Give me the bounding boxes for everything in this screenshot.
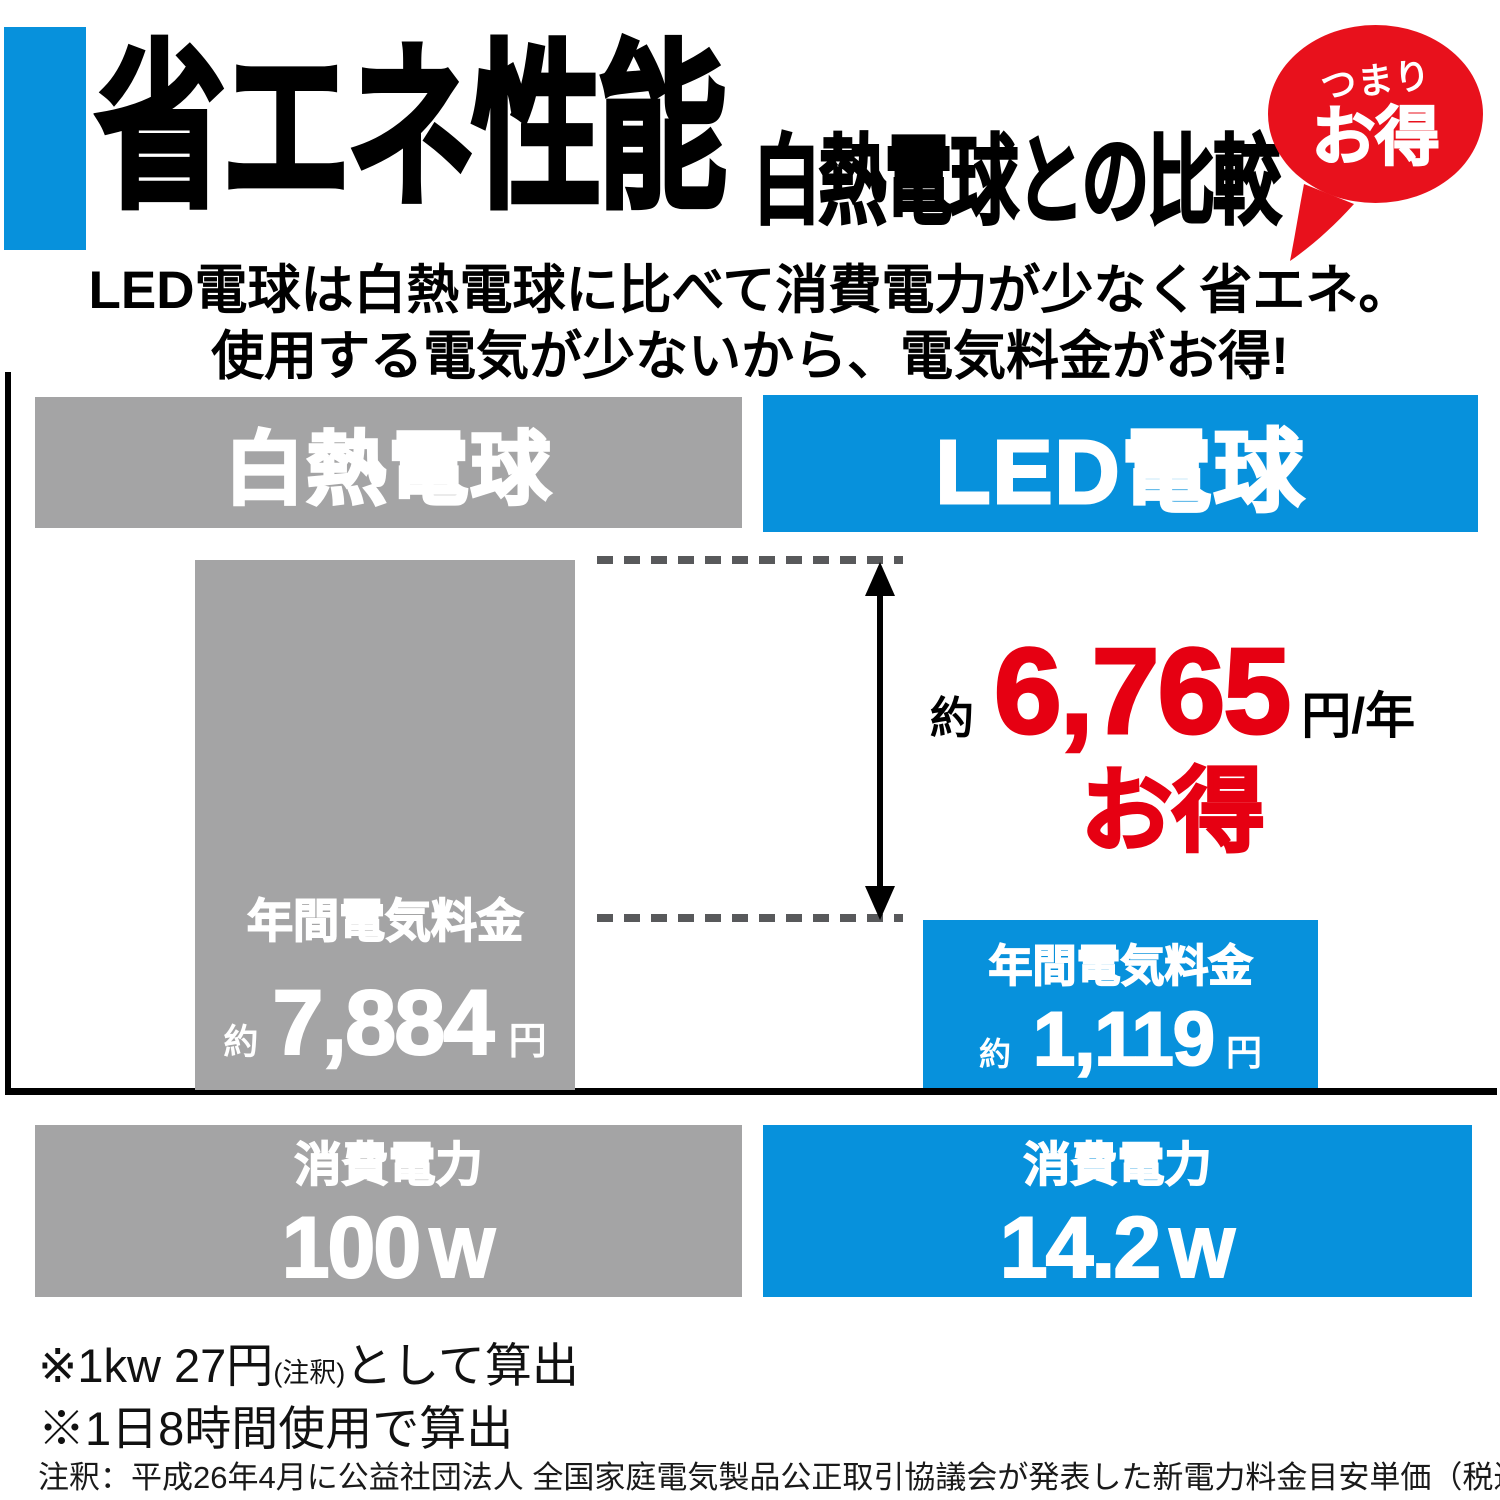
column-header-led: LED電球 [763,395,1478,532]
chart-y-axis [5,372,11,1094]
title-accent-block [4,27,86,250]
led-cost-value-line: 約 1,119 円 [978,997,1263,1082]
led-header-label: LED電球 [934,421,1306,524]
footnote-rate: ※1kw 27円(注釈)として算出 [38,1327,579,1396]
led-power-label: 消費電力 [1023,1137,1213,1192]
savings-callout: 約 6,765 円/年 お得 [920,623,1425,863]
bubble-line2: お得 [1311,101,1441,174]
approx-prefix: 約 [978,1036,1011,1072]
incandescent-header-label: 白熱電球 [223,423,553,515]
incandescent-power-box: 消費電力 100 W [35,1125,742,1297]
comparison-subtitle: 白熱電球との比較 [752,127,1282,236]
incandescent-cost-label: 年間電気料金 [246,894,524,948]
savings-label: お得 [1079,761,1266,863]
difference-arrow-icon [865,562,895,920]
footnote-usage: ※1日8時間使用で算出 [38,1402,514,1455]
incandescent-power-value: 100 [281,1200,422,1297]
speech-bubble-tail [1290,184,1354,261]
incandescent-cost-unit: 円 [508,1021,547,1063]
led-cost-unit: 円 [1226,1032,1263,1073]
intro-line1: LED電球は白熱電球に比べて消費電力が少なく省エネ。 [88,261,1412,320]
incandescent-cost-value: 7,884 [271,971,495,1075]
incandescent-cost-bar: 年間電気料金 約 7,884 円 [195,560,575,1090]
legal-note: 注釈：平成26年4月に公益社団法人 全国家庭電気製品公正取引協議会が発表した新電… [38,1460,1500,1495]
dashed-guide-bottom [597,914,903,922]
led-power-box: 消費電力 14.2 W [763,1125,1472,1297]
incandescent-power-label: 消費電力 [294,1137,484,1192]
column-header-incandescent: 白熱電球 [35,397,742,528]
led-power-unit: W [1168,1213,1236,1293]
led-cost-box: 年間電気料金 約 1,119 円 [923,920,1318,1088]
intro-line2: 使用する電気が少ないから、電気料金がお得! [211,327,1289,386]
led-power-value-line: 14.2 W [999,1200,1236,1297]
dashed-guide-top [597,556,903,564]
led-cost-value: 1,119 [1032,997,1216,1082]
savings-value-line: 約 6,765 円/年 [920,623,1425,759]
incandescent-cost-value-line: 約 7,884 円 [223,971,546,1076]
footnote-rate-pre: ※1kw 27円 [38,1339,274,1392]
led-cost-label: 年間電気料金 [988,941,1254,992]
approx-prefix: 約 [223,1023,259,1062]
footnote-rate-ref: (注釈) [273,1358,346,1388]
savings-approx: 約 [929,694,974,743]
chart-baseline [5,1088,1497,1095]
page-title: 省エネ性能 [94,27,728,232]
incandescent-power-value-line: 100 W [281,1200,497,1297]
savings-value: 6,765 [992,623,1292,759]
footnote-rate-post: として算出 [345,1339,579,1392]
led-power-value: 14.2 [999,1200,1162,1297]
speech-bubble: つまり お得 [1268,25,1483,203]
incandescent-power-unit: W [428,1213,496,1293]
savings-unit: 円/年 [1301,688,1416,744]
